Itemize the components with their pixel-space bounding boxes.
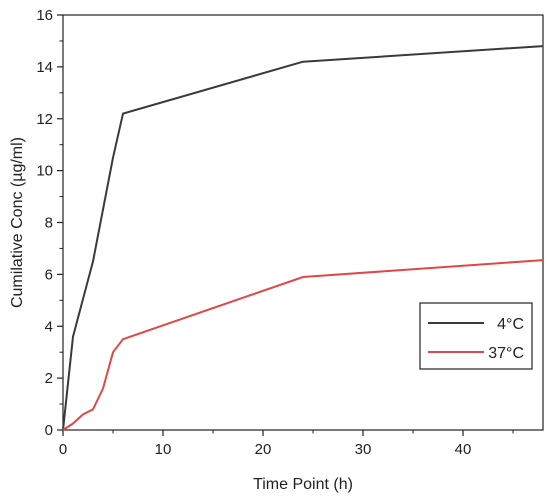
y-tick-label: 2 — [45, 370, 53, 387]
series-line-4c — [62, 45, 544, 431]
legend-box — [419, 302, 533, 370]
x-tick-label: 0 — [59, 441, 67, 458]
y-tick-label: 8 — [45, 215, 53, 232]
x-tick-label: 20 — [255, 441, 272, 458]
x-tick-label: 40 — [455, 441, 472, 458]
y-tick-label: 6 — [45, 266, 53, 283]
series-line-37c — [62, 259, 544, 431]
y-tick-label: 14 — [36, 59, 53, 76]
x-axis-title: Time Point (h) — [253, 476, 353, 493]
legend-label-37c: 37°C — [488, 345, 524, 362]
legend-label-4c: 4°C — [497, 316, 524, 333]
y-tick-label: 12 — [36, 111, 53, 128]
y-tick-label: 16 — [36, 7, 53, 24]
y-axis: 0 2 4 6 8 10 12 14 16 — [36, 7, 63, 439]
legend: 4°C 37°C — [419, 302, 533, 370]
y-tick-label: 10 — [36, 163, 53, 180]
x-tick-label: 10 — [155, 441, 172, 458]
y-tick-label: 0 — [45, 422, 53, 439]
x-tick-label: 30 — [355, 441, 372, 458]
series-layer — [62, 45, 544, 431]
x-axis: 0 10 20 30 40 — [59, 430, 514, 458]
y-axis-title: Cumilative Conc (µg/ml) — [9, 137, 26, 308]
y-tick-label: 4 — [45, 318, 53, 335]
